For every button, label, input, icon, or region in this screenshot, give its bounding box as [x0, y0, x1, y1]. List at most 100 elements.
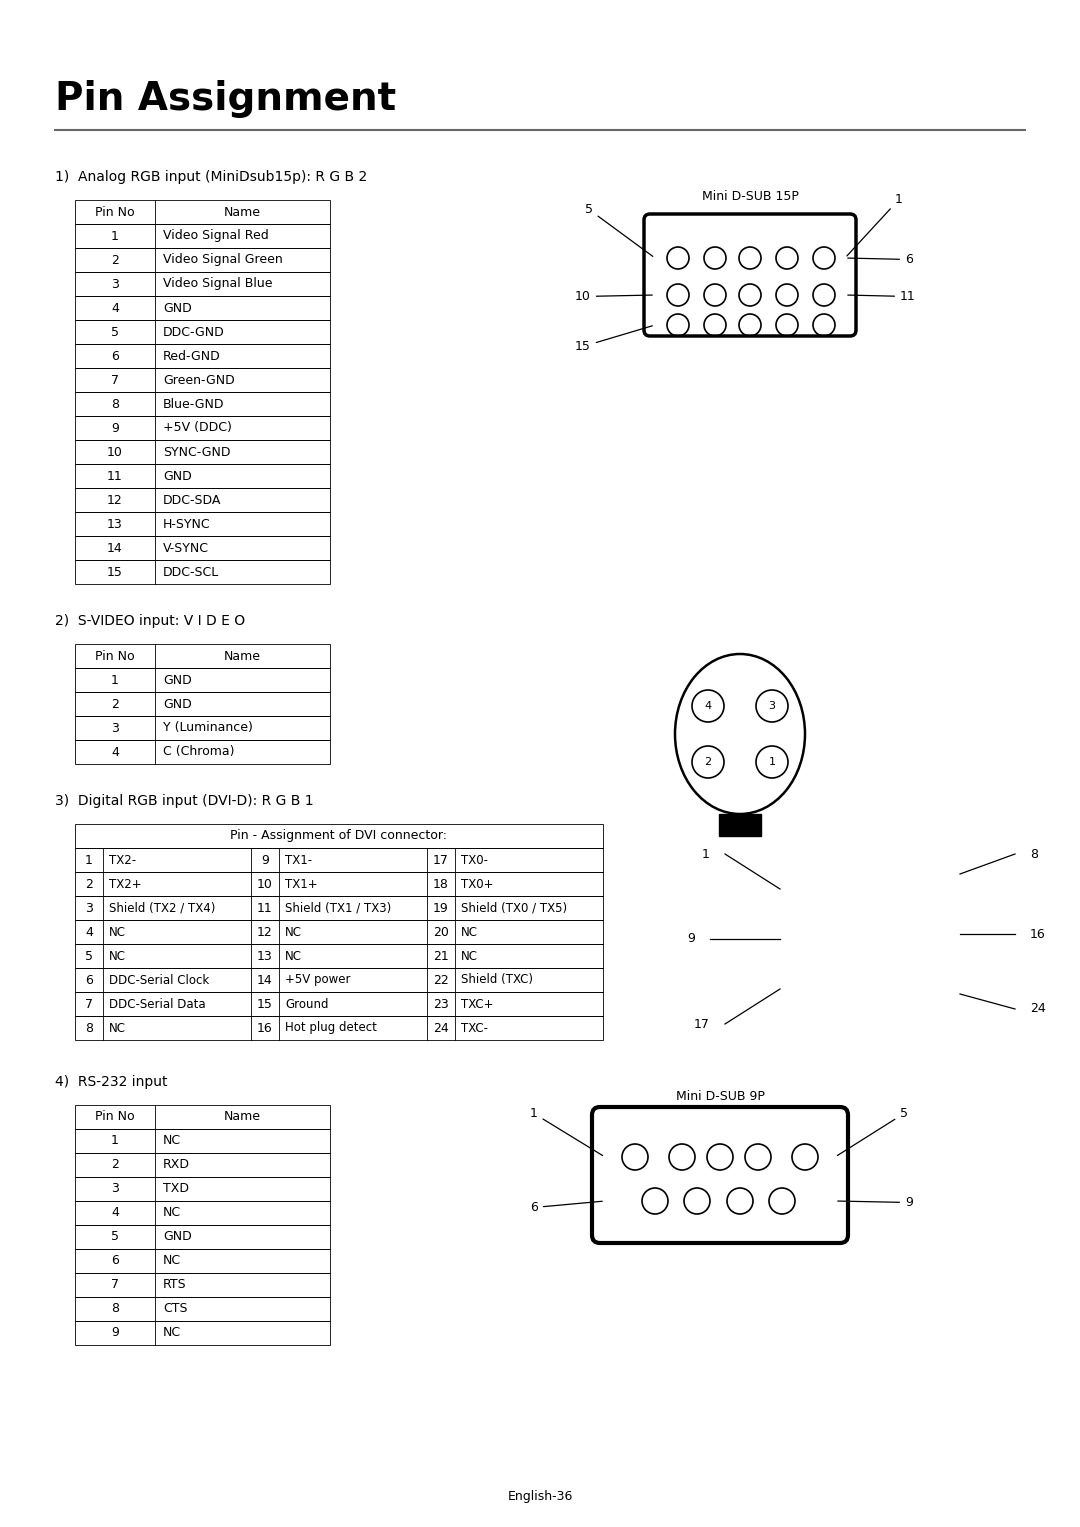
- Bar: [75, 464, 330, 489]
- Bar: [75, 560, 330, 583]
- Text: 14: 14: [257, 974, 273, 986]
- Text: TX2-: TX2-: [109, 854, 136, 866]
- Text: Pin - Assignment of DVI connector:: Pin - Assignment of DVI connector:: [230, 829, 447, 843]
- Text: 9: 9: [111, 1327, 119, 1339]
- Bar: [75, 716, 330, 741]
- Bar: [75, 512, 330, 536]
- Bar: [75, 489, 330, 512]
- Bar: [75, 667, 330, 692]
- Text: Name: Name: [224, 649, 261, 663]
- Text: NC: NC: [109, 1022, 126, 1034]
- Bar: [75, 896, 603, 919]
- Text: SYNC-GND: SYNC-GND: [163, 446, 230, 458]
- Bar: [75, 200, 330, 224]
- Text: TX1-: TX1-: [285, 854, 312, 866]
- Bar: [75, 224, 330, 247]
- Text: 21: 21: [433, 950, 449, 962]
- Bar: [75, 1321, 330, 1345]
- Text: 2: 2: [111, 1159, 119, 1171]
- Text: 1: 1: [530, 1107, 603, 1156]
- Text: DDC-Serial Data: DDC-Serial Data: [109, 997, 205, 1011]
- Text: RTS: RTS: [163, 1278, 187, 1292]
- Bar: [75, 296, 330, 321]
- Text: 2)  S-VIDEO input: V I D E O: 2) S-VIDEO input: V I D E O: [55, 614, 245, 628]
- Text: 5: 5: [111, 1231, 119, 1243]
- Text: 23: 23: [433, 997, 449, 1011]
- Text: Pin No: Pin No: [95, 206, 135, 218]
- Text: 13: 13: [257, 950, 273, 962]
- Text: 11: 11: [107, 469, 123, 483]
- Text: 6: 6: [111, 350, 119, 362]
- Text: 3: 3: [111, 721, 119, 734]
- Text: Shield (TX2 / TX4): Shield (TX2 / TX4): [109, 901, 215, 915]
- Bar: [719, 814, 761, 835]
- Text: 11: 11: [257, 901, 273, 915]
- Text: Mini D-SUB 9P: Mini D-SUB 9P: [676, 1090, 765, 1102]
- Text: 8: 8: [111, 1303, 119, 1315]
- Text: 1)  Analog RGB input (MiniDsub15p): R G B 2: 1) Analog RGB input (MiniDsub15p): R G B…: [55, 169, 367, 183]
- Text: Video Signal Green: Video Signal Green: [163, 253, 283, 267]
- Bar: [75, 919, 603, 944]
- Text: 1: 1: [702, 847, 710, 861]
- Bar: [75, 1177, 330, 1202]
- Text: 3: 3: [111, 278, 119, 290]
- Text: NC: NC: [163, 1135, 181, 1147]
- Bar: [75, 1249, 330, 1274]
- FancyBboxPatch shape: [644, 214, 856, 336]
- Text: Pin Assignment: Pin Assignment: [55, 79, 396, 118]
- Text: 4: 4: [111, 745, 119, 759]
- Text: DDC-SCL: DDC-SCL: [163, 565, 219, 579]
- Bar: [75, 368, 330, 392]
- Text: 7: 7: [111, 374, 119, 386]
- Text: 10: 10: [107, 446, 123, 458]
- Text: 1: 1: [85, 854, 93, 866]
- Text: 12: 12: [107, 493, 123, 507]
- Text: TX1+: TX1+: [285, 878, 318, 890]
- Bar: [75, 344, 330, 368]
- Bar: [75, 536, 330, 560]
- Text: Red-GND: Red-GND: [163, 350, 220, 362]
- Text: TX2+: TX2+: [109, 878, 141, 890]
- Text: 11: 11: [848, 290, 916, 302]
- Text: 4: 4: [111, 1206, 119, 1220]
- Text: H-SYNC: H-SYNC: [163, 518, 211, 530]
- Text: NC: NC: [109, 925, 126, 939]
- Text: Shield (TXC): Shield (TXC): [461, 974, 534, 986]
- Text: 1: 1: [111, 229, 119, 243]
- Text: 3: 3: [85, 901, 93, 915]
- Text: 2: 2: [111, 253, 119, 267]
- Text: NC: NC: [461, 925, 478, 939]
- Text: GND: GND: [163, 469, 192, 483]
- Text: 2: 2: [85, 878, 93, 890]
- Text: 16: 16: [257, 1022, 273, 1034]
- Text: 7: 7: [85, 997, 93, 1011]
- Text: 24: 24: [433, 1022, 449, 1034]
- Text: Video Signal Blue: Video Signal Blue: [163, 278, 272, 290]
- Text: Shield (TX1 / TX3): Shield (TX1 / TX3): [285, 901, 391, 915]
- Text: 6: 6: [530, 1202, 603, 1214]
- Text: Pin No: Pin No: [95, 1110, 135, 1124]
- Bar: [75, 692, 330, 716]
- Bar: [75, 1106, 330, 1128]
- Text: 4)  RS-232 input: 4) RS-232 input: [55, 1075, 167, 1089]
- Text: 24: 24: [1030, 1003, 1045, 1015]
- Bar: [75, 392, 330, 415]
- Text: +5V power: +5V power: [285, 974, 351, 986]
- Text: 14: 14: [107, 542, 123, 554]
- Bar: [75, 321, 330, 344]
- Text: 9: 9: [111, 421, 119, 435]
- Text: 17: 17: [694, 1017, 710, 1031]
- Bar: [75, 247, 330, 272]
- Text: Mini D-SUB 15P: Mini D-SUB 15P: [702, 189, 798, 203]
- Text: Name: Name: [224, 206, 261, 218]
- Text: +5V (DDC): +5V (DDC): [163, 421, 232, 435]
- Bar: [75, 993, 603, 1015]
- Text: Name: Name: [224, 1110, 261, 1124]
- Text: 15: 15: [257, 997, 273, 1011]
- Text: DDC-GND: DDC-GND: [163, 325, 225, 339]
- Text: 1: 1: [847, 192, 903, 257]
- Bar: [75, 1128, 330, 1153]
- Text: GND: GND: [163, 673, 192, 687]
- Text: 5: 5: [111, 325, 119, 339]
- Text: 4: 4: [704, 701, 712, 712]
